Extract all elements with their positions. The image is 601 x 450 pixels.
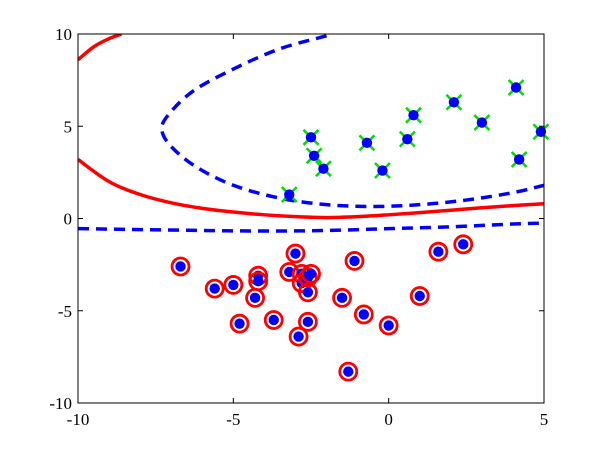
x-marked-point-3 xyxy=(280,186,298,203)
circled-point-24 xyxy=(338,361,359,382)
circled-point-9 xyxy=(285,243,306,264)
y-tick-label: 0 xyxy=(64,210,73,229)
circled-point-17 xyxy=(332,287,352,308)
circled-point-6 xyxy=(248,271,269,292)
circled-point-23 xyxy=(453,234,474,255)
x-marked-point-5 xyxy=(374,162,391,179)
x-marked-point-9 xyxy=(473,114,491,131)
circled-point-15 xyxy=(297,311,318,332)
x-marked-point-10 xyxy=(507,79,525,96)
circled-point-3 xyxy=(229,313,250,334)
circled-point-22 xyxy=(428,241,449,262)
circled-point-19 xyxy=(353,304,374,325)
dashed-margin-curve-3 xyxy=(78,221,544,233)
x-marked-point-6 xyxy=(398,130,416,148)
circled-point-14 xyxy=(297,282,318,303)
circled-point-1 xyxy=(204,278,225,299)
x-marked-point-2 xyxy=(315,160,332,178)
x-marked-point-4 xyxy=(358,134,376,152)
circled-point-5 xyxy=(245,287,265,308)
solid-boundary-curve-1 xyxy=(78,158,544,220)
circled-point-0 xyxy=(170,256,191,277)
x-marked-point-1 xyxy=(305,147,323,165)
y-tick-label: -5 xyxy=(58,302,72,321)
y-tick-label: -10 xyxy=(49,394,72,413)
circled-point-21 xyxy=(409,286,430,306)
circled-point-13 xyxy=(301,263,321,284)
circled-point-16 xyxy=(288,326,309,347)
boundary-curves xyxy=(78,34,544,233)
x-tick-label: 0 xyxy=(384,410,393,429)
solid-boundary-curve-0 xyxy=(78,34,123,62)
x-tick-label: 5 xyxy=(540,410,549,429)
x-tick-label: -5 xyxy=(226,410,240,429)
x-marked-point-12 xyxy=(532,123,550,141)
y-tick-label: 5 xyxy=(64,117,73,136)
x-marked-point-0 xyxy=(302,128,320,146)
circled-point-2 xyxy=(223,275,244,295)
circled-point-7 xyxy=(263,310,284,330)
y-tick-label: 10 xyxy=(55,25,72,44)
circled-point-20 xyxy=(378,315,399,336)
circled-point-18 xyxy=(344,251,365,271)
x-marked-point-11 xyxy=(510,151,528,168)
x-tick-label: -10 xyxy=(67,410,90,429)
axis-ticks: -10 -5 0 5 -10 -5 0 5 10 xyxy=(49,25,548,429)
data-points xyxy=(170,79,550,382)
x-marked-point-7 xyxy=(405,106,422,124)
x-marked-point-8 xyxy=(445,93,463,111)
